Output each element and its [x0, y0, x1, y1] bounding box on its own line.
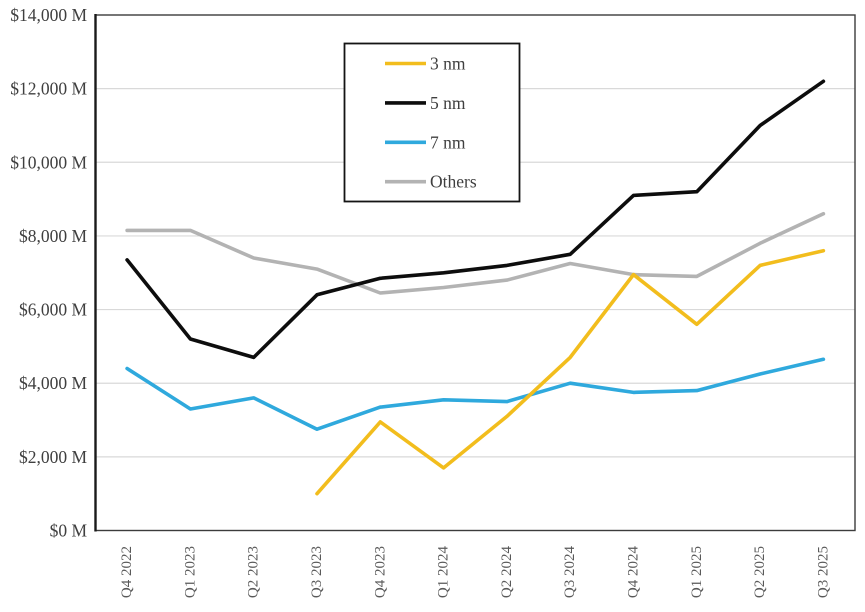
y-tick-label--4-000-m: $4,000 M [19, 373, 88, 393]
legend: 3 nm 5 nm 7 nm Others [343, 42, 521, 203]
y-tick-label--8-000-m: $8,000 M [19, 226, 88, 246]
legend-label-7-nm: 7 nm [430, 132, 466, 152]
x-tick-label-q3-2025: Q3 2025 [815, 546, 831, 598]
x-tick-label-q3-2023: Q3 2023 [309, 546, 325, 598]
x-tick-label-q4-2022: Q4 2022 [119, 546, 135, 598]
x-tick-label-q1-2024: Q1 2024 [436, 546, 452, 599]
y-tick-label--2-000-m: $2,000 M [19, 447, 88, 467]
legend-box [343, 42, 521, 203]
x-tick-label-q4-2024: Q4 2024 [625, 546, 641, 599]
legend-label-3-nm: 3 nm [430, 54, 466, 74]
legend-item-7-nm: 7 nm [385, 132, 466, 152]
y-tick-label--0-m: $0 M [50, 521, 88, 541]
series-line-7-nm [125, 357, 826, 432]
legend-item-3-nm: 3 nm [385, 54, 466, 74]
series-line-3-nm [315, 248, 826, 496]
legend-item-5-nm: 5 nm [385, 93, 466, 113]
y-tick-label--10-000-m: $10,000 M [10, 152, 87, 172]
x-tick-label-q4-2023: Q4 2023 [372, 546, 388, 598]
x-tick-label-q2-2023: Q2 2023 [246, 546, 262, 598]
y-tick-label--6-000-m: $6,000 M [19, 300, 88, 320]
x-tick-label-q1-2025: Q1 2025 [689, 546, 705, 598]
x-tick-label-q3-2024: Q3 2024 [562, 546, 578, 599]
x-tick-label-q2-2024: Q2 2024 [499, 546, 515, 599]
y-tick-label--12-000-m: $12,000 M [10, 79, 87, 99]
series-line-others [125, 212, 826, 295]
y-tick-label--14-000-m: $14,000 M [10, 5, 87, 25]
x-tick-label-q2-2025: Q2 2025 [752, 546, 768, 598]
legend-item-others: Others [385, 172, 477, 192]
x-tick-label-q1-2023: Q1 2023 [182, 546, 198, 598]
legend-label-5-nm: 5 nm [430, 93, 466, 113]
series-line-5-nm [125, 79, 826, 360]
legend-label-others: Others [430, 172, 477, 192]
